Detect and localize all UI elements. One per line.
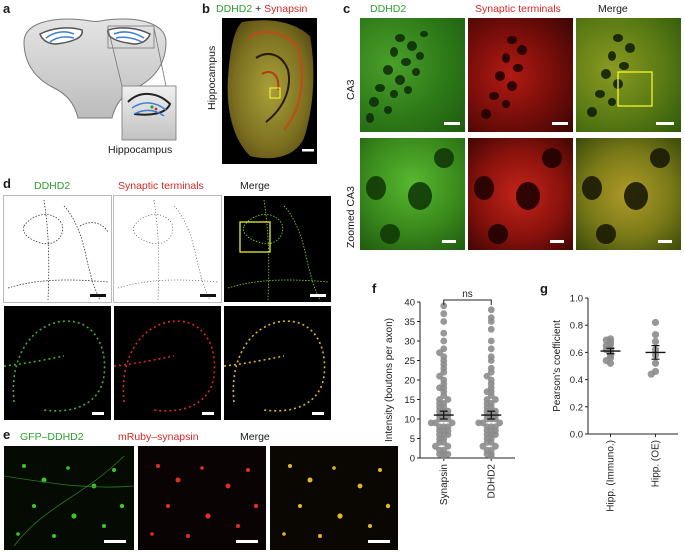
data-point xyxy=(427,419,435,427)
x-tick-label: Hipp. (Immuno.) xyxy=(606,440,617,512)
data-point xyxy=(440,302,448,310)
d-col-synaptic: Synaptic terminals xyxy=(118,180,204,192)
y-tick-label: 30 xyxy=(404,337,415,348)
d-zoom-synaptic-image xyxy=(114,306,221,420)
data-point xyxy=(487,345,495,353)
d-zoom-ddhd2-image xyxy=(4,306,111,420)
panel-letter-d: d xyxy=(3,176,11,191)
hippocampus-micrograph xyxy=(222,18,317,164)
c-ca3-ddhd2-image xyxy=(360,18,465,132)
c-row-ca3: CA3 xyxy=(345,79,357,100)
c-ca3-merge-image xyxy=(576,18,681,132)
d-ddhd2-inverted-image xyxy=(3,195,112,303)
c-col-ddhd2: DDHD2 xyxy=(370,3,407,15)
e-col-merge: Merge xyxy=(240,431,270,443)
data-point xyxy=(651,337,660,346)
y-tick-label: 25 xyxy=(404,356,415,367)
y-tick-label: 15 xyxy=(404,395,415,406)
data-point xyxy=(440,318,448,325)
chart-f: 0 5 10 15 20 25 30 35 40 Intensity (boutons per a… xyxy=(384,290,515,505)
c-col-merge: Merge xyxy=(598,3,628,15)
data-point xyxy=(440,337,448,345)
e-gfp-image xyxy=(4,446,134,550)
y-tick-label: 40 xyxy=(404,298,415,309)
panel-letter-c: c xyxy=(343,1,351,16)
c-zoom-ddhd2-image xyxy=(360,138,465,250)
brain-schematic xyxy=(23,18,177,141)
y-axis-label: Pearson's coefficient xyxy=(552,320,563,412)
data-point xyxy=(606,359,615,367)
d-col-merge: Merge xyxy=(240,180,270,192)
data-point xyxy=(440,329,448,337)
chart-g: 0.0 0.2 0.4 0.6 0.8 1.0 Pearson's coefficient H… xyxy=(552,294,678,512)
plus-sign: + xyxy=(252,3,265,15)
e-col-gfp: GFP–DDHD2 xyxy=(20,431,84,443)
data-point xyxy=(440,452,448,460)
y-tick-label: 20 xyxy=(404,376,415,387)
data-point xyxy=(487,325,495,333)
data-point xyxy=(440,310,448,318)
data-point xyxy=(475,419,483,427)
y-tick-label: 0 xyxy=(410,454,415,465)
panel-letter-e: e xyxy=(3,427,11,442)
d-col-ddhd2: DDHD2 xyxy=(34,180,71,192)
y-tick-label: 0.8 xyxy=(570,321,583,332)
panel-b-title: DDHD2 + Synapsin xyxy=(216,4,307,15)
data-point xyxy=(487,306,495,314)
data-point xyxy=(487,318,495,325)
data-point xyxy=(487,337,495,345)
c-row-zoomed: Zoomed CA3 xyxy=(345,186,357,248)
significance-label: ns xyxy=(462,290,473,300)
data-point xyxy=(651,318,660,327)
data-point xyxy=(487,357,495,364)
synapsin-title-b: Synapsin xyxy=(264,3,308,15)
y-tick-label: 1.0 xyxy=(570,294,583,305)
y-tick-label: 0.2 xyxy=(570,402,583,413)
d-synaptic-inverted-image xyxy=(113,195,222,303)
panel-letter-b: b xyxy=(202,1,210,16)
e-mruby-image xyxy=(138,446,266,550)
y-tick-label: 5 xyxy=(410,434,415,445)
panel-letter-g: g xyxy=(540,281,548,296)
d-zoom-merge-image xyxy=(224,306,331,420)
y-tick-label: 10 xyxy=(404,415,415,426)
hippocampus-side-label: Hippocampus xyxy=(206,45,218,110)
data-point xyxy=(487,452,495,460)
ddhd2-title-b: DDHD2 xyxy=(216,3,253,15)
y-tick-label: 0.0 xyxy=(570,430,583,441)
hippocampus-label-a: Hippocampus xyxy=(108,144,173,156)
c-ca3-synaptic-image xyxy=(468,18,573,132)
c-zoom-merge-image xyxy=(576,138,681,250)
c-col-synaptic: Synaptic terminals xyxy=(475,3,561,15)
data-point xyxy=(651,359,660,367)
panel-letter-f: f xyxy=(372,281,377,296)
y-tick-label: 0.6 xyxy=(570,348,583,359)
y-axis-label: Intensity (boutons per axon) xyxy=(384,318,395,442)
significance-bracket xyxy=(443,299,492,305)
panel-letter-a: a xyxy=(3,1,11,16)
y-tick-label: 35 xyxy=(404,317,415,328)
x-tick-label: Hipp. (OE) xyxy=(651,440,662,487)
x-tick-label: DDHD2 xyxy=(486,464,497,499)
c-zoom-synaptic-image xyxy=(468,138,573,250)
y-tick-label: 0.4 xyxy=(570,375,583,386)
data-point xyxy=(647,370,655,378)
data-point xyxy=(651,331,660,339)
d-merge-image xyxy=(224,196,331,302)
e-col-mruby: mRuby–synapsin xyxy=(118,431,199,443)
x-tick-label: Synapsin xyxy=(439,464,450,505)
e-merge-image xyxy=(270,446,398,550)
